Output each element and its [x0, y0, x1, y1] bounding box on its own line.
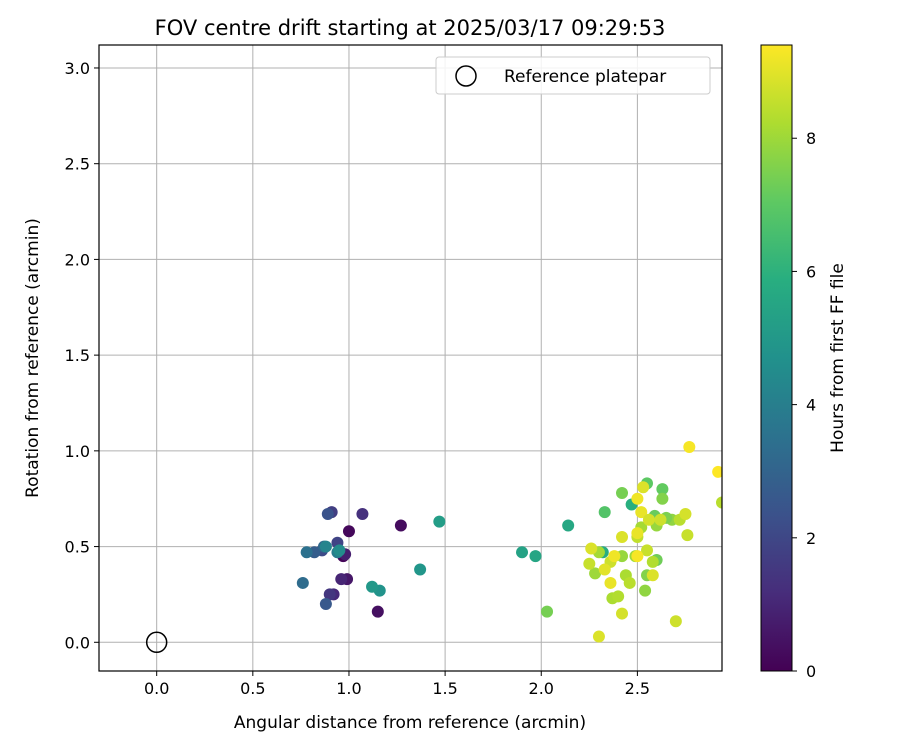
- colorbar-tick-label: 4: [806, 396, 816, 415]
- scatter-point: [646, 555, 659, 568]
- scatter-point: [433, 515, 446, 528]
- scatter-point: [669, 615, 682, 628]
- legend-reference-label: Reference platepar: [504, 67, 666, 87]
- scatter-point: [319, 540, 332, 553]
- scatter-point: [641, 544, 654, 557]
- legend-box: [435, 56, 711, 95]
- scatter-point: [656, 483, 669, 496]
- scatter-point: [612, 590, 625, 603]
- y-tick-label: 2.5: [65, 155, 90, 174]
- scatter-point: [394, 519, 407, 532]
- y-axis-ticks: 0.0 0.5 1.0 1.5 2.0 2.5 3.0: [65, 59, 99, 652]
- scatter-point: [516, 546, 529, 559]
- scatter-point: [333, 544, 346, 557]
- colorbar-tick-label: 6: [806, 262, 816, 281]
- scatter-point: [414, 563, 427, 576]
- scatter-point: [598, 563, 611, 576]
- scatter-point: [323, 588, 336, 601]
- plot-frame: [98, 44, 723, 672]
- legend: Reference platepar: [435, 56, 711, 95]
- chart-title: FOV centre drift starting at 2025/03/17 …: [155, 16, 666, 40]
- scatter-point: [296, 576, 309, 589]
- scatter-point: [681, 529, 694, 542]
- scatter-point: [562, 519, 575, 532]
- scatter-point: [635, 506, 648, 519]
- y-tick-label: 0.0: [65, 633, 90, 652]
- scatter-point: [319, 597, 332, 610]
- x-tick-label: 1.5: [432, 679, 457, 698]
- scatter-point: [371, 605, 384, 618]
- scatter-point: [592, 630, 605, 643]
- scatter-point: [656, 492, 669, 505]
- scatter-point: [585, 542, 598, 555]
- scatter-point: [342, 525, 355, 538]
- x-tick-label: 1.0: [336, 679, 361, 698]
- y-tick-label: 0.5: [65, 538, 90, 557]
- scatter-point: [335, 573, 348, 586]
- colorbar-tick-label: 0: [806, 662, 816, 681]
- scatter-point: [679, 508, 692, 521]
- y-axis-label: Rotation from reference (arcmin): [23, 218, 43, 498]
- reference-platepar-marker: [145, 631, 168, 654]
- y-tick-label: 1.0: [65, 442, 90, 461]
- scatter-point: [616, 486, 629, 499]
- y-tick-label: 3.0: [65, 59, 90, 78]
- scatter-points: [296, 441, 722, 643]
- scatter-point: [529, 550, 542, 563]
- scatter-point: [631, 550, 644, 563]
- scatter-point: [637, 481, 650, 494]
- scatter-point: [712, 465, 722, 478]
- scatter-point: [583, 557, 596, 570]
- scatter-point: [589, 567, 602, 580]
- scatter-point: [616, 530, 629, 543]
- x-tick-label: 2.0: [529, 679, 554, 698]
- x-tick-label: 0.5: [240, 679, 265, 698]
- scatter-point: [646, 569, 659, 582]
- scatter-point: [683, 441, 696, 454]
- scatter-point: [654, 513, 667, 526]
- colorbar-gradient: [760, 44, 793, 672]
- colorbar-tick-label: 2: [806, 529, 816, 548]
- scatter-point: [300, 546, 313, 559]
- y-tick-label: 2.0: [65, 250, 90, 269]
- scatter-point: [321, 508, 334, 521]
- scatter-point: [631, 527, 644, 540]
- x-axis-ticks: 0.0 0.5 1.0 1.5 2.0 2.5: [144, 671, 650, 698]
- x-axis-label: Angular distance from reference (arcmin): [234, 713, 586, 733]
- x-tick-label: 0.0: [144, 679, 169, 698]
- scatter-point: [642, 513, 655, 526]
- scatter-point: [604, 576, 617, 589]
- scatter-point: [356, 508, 369, 521]
- x-tick-label: 2.5: [625, 679, 650, 698]
- scatter-point: [639, 584, 652, 597]
- scatter-point: [541, 605, 554, 618]
- scatter-point: [631, 492, 644, 505]
- scatter-point: [616, 607, 629, 620]
- colorbar-ticks: 0 2 4 6 8: [792, 129, 816, 681]
- scatter-point: [598, 506, 611, 519]
- colorbar: 0 2 4 6 8 Hours from first FF file: [760, 44, 848, 681]
- scatter-point: [366, 580, 379, 593]
- scatter-point: [716, 496, 722, 509]
- y-tick-label: 1.5: [65, 346, 90, 365]
- scatter-point: [623, 576, 636, 589]
- colorbar-label: Hours from first FF file: [828, 263, 848, 453]
- colorbar-tick-label: 8: [806, 129, 816, 148]
- legend-reference-marker: [455, 65, 477, 87]
- scatter-point: [608, 550, 621, 563]
- reference-marker-group: [145, 631, 168, 654]
